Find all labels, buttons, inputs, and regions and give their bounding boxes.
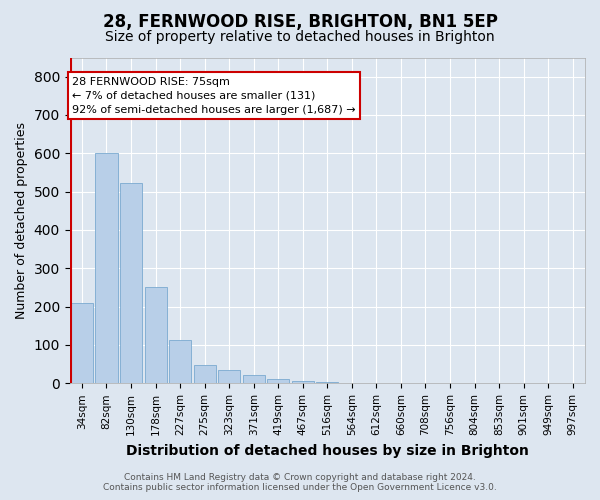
- Text: Contains HM Land Registry data © Crown copyright and database right 2024.
Contai: Contains HM Land Registry data © Crown c…: [103, 473, 497, 492]
- Text: 28 FERNWOOD RISE: 75sqm
← 7% of detached houses are smaller (131)
92% of semi-de: 28 FERNWOOD RISE: 75sqm ← 7% of detached…: [72, 76, 356, 114]
- Y-axis label: Number of detached properties: Number of detached properties: [15, 122, 28, 319]
- Bar: [145, 286, 167, 384]
- Bar: [71, 303, 93, 384]
- X-axis label: Distribution of detached houses by size in Brighton: Distribution of detached houses by size …: [126, 444, 529, 458]
- Bar: [316, 382, 338, 384]
- Text: 28, FERNWOOD RISE, BRIGHTON, BN1 5EP: 28, FERNWOOD RISE, BRIGHTON, BN1 5EP: [103, 12, 497, 30]
- Bar: [218, 370, 240, 384]
- Bar: [267, 380, 289, 384]
- Bar: [242, 376, 265, 384]
- Text: Size of property relative to detached houses in Brighton: Size of property relative to detached ho…: [105, 30, 495, 44]
- Bar: [341, 382, 363, 384]
- Bar: [95, 154, 118, 384]
- Bar: [169, 340, 191, 384]
- Bar: [292, 382, 314, 384]
- Bar: [194, 365, 215, 384]
- Bar: [120, 183, 142, 384]
